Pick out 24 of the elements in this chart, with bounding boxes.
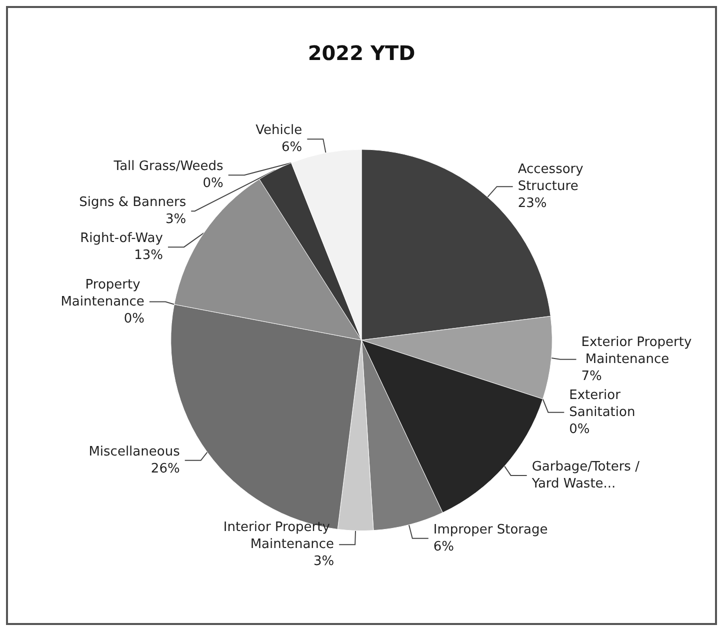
- data-label: 26%: [150, 461, 180, 476]
- text: 0%: [202, 176, 224, 192]
- category-label: Property Maintenance: [60, 277, 144, 310]
- data-label: 13%: [134, 248, 163, 264]
- slice-label: Interior Property Maintenance: [223, 520, 334, 552]
- slice-label: Improper Storage: [433, 522, 548, 538]
- data-label: 6%: [433, 539, 454, 554]
- slice-label: Accessory Structure: [518, 162, 588, 194]
- data-label: 3%: [313, 554, 334, 570]
- slice-label: Signs & Banners: [79, 195, 186, 210]
- data-label: 6%: [282, 140, 302, 156]
- data-label: 23%: [518, 196, 547, 212]
- data-label: 7%: [581, 368, 602, 384]
- category-label: Tall Grass/Weeds: [114, 159, 224, 174]
- slice-label: Vehicle: [256, 123, 302, 138]
- chart-title: 2022 YTD: [308, 41, 416, 65]
- slice-label: Right-of-Way: [80, 231, 164, 246]
- text: 0%: [124, 311, 144, 326]
- legend-label: Exterior Sanitation: [569, 388, 636, 420]
- slice-label: Miscellaneous: [88, 444, 180, 460]
- text: 0%: [569, 422, 590, 437]
- slice-label: Exterior Property Maintenance: [581, 334, 692, 367]
- data-label: 3%: [165, 212, 186, 228]
- slice-label: Garbage/Toters /Yard Waste...: [530, 459, 640, 492]
